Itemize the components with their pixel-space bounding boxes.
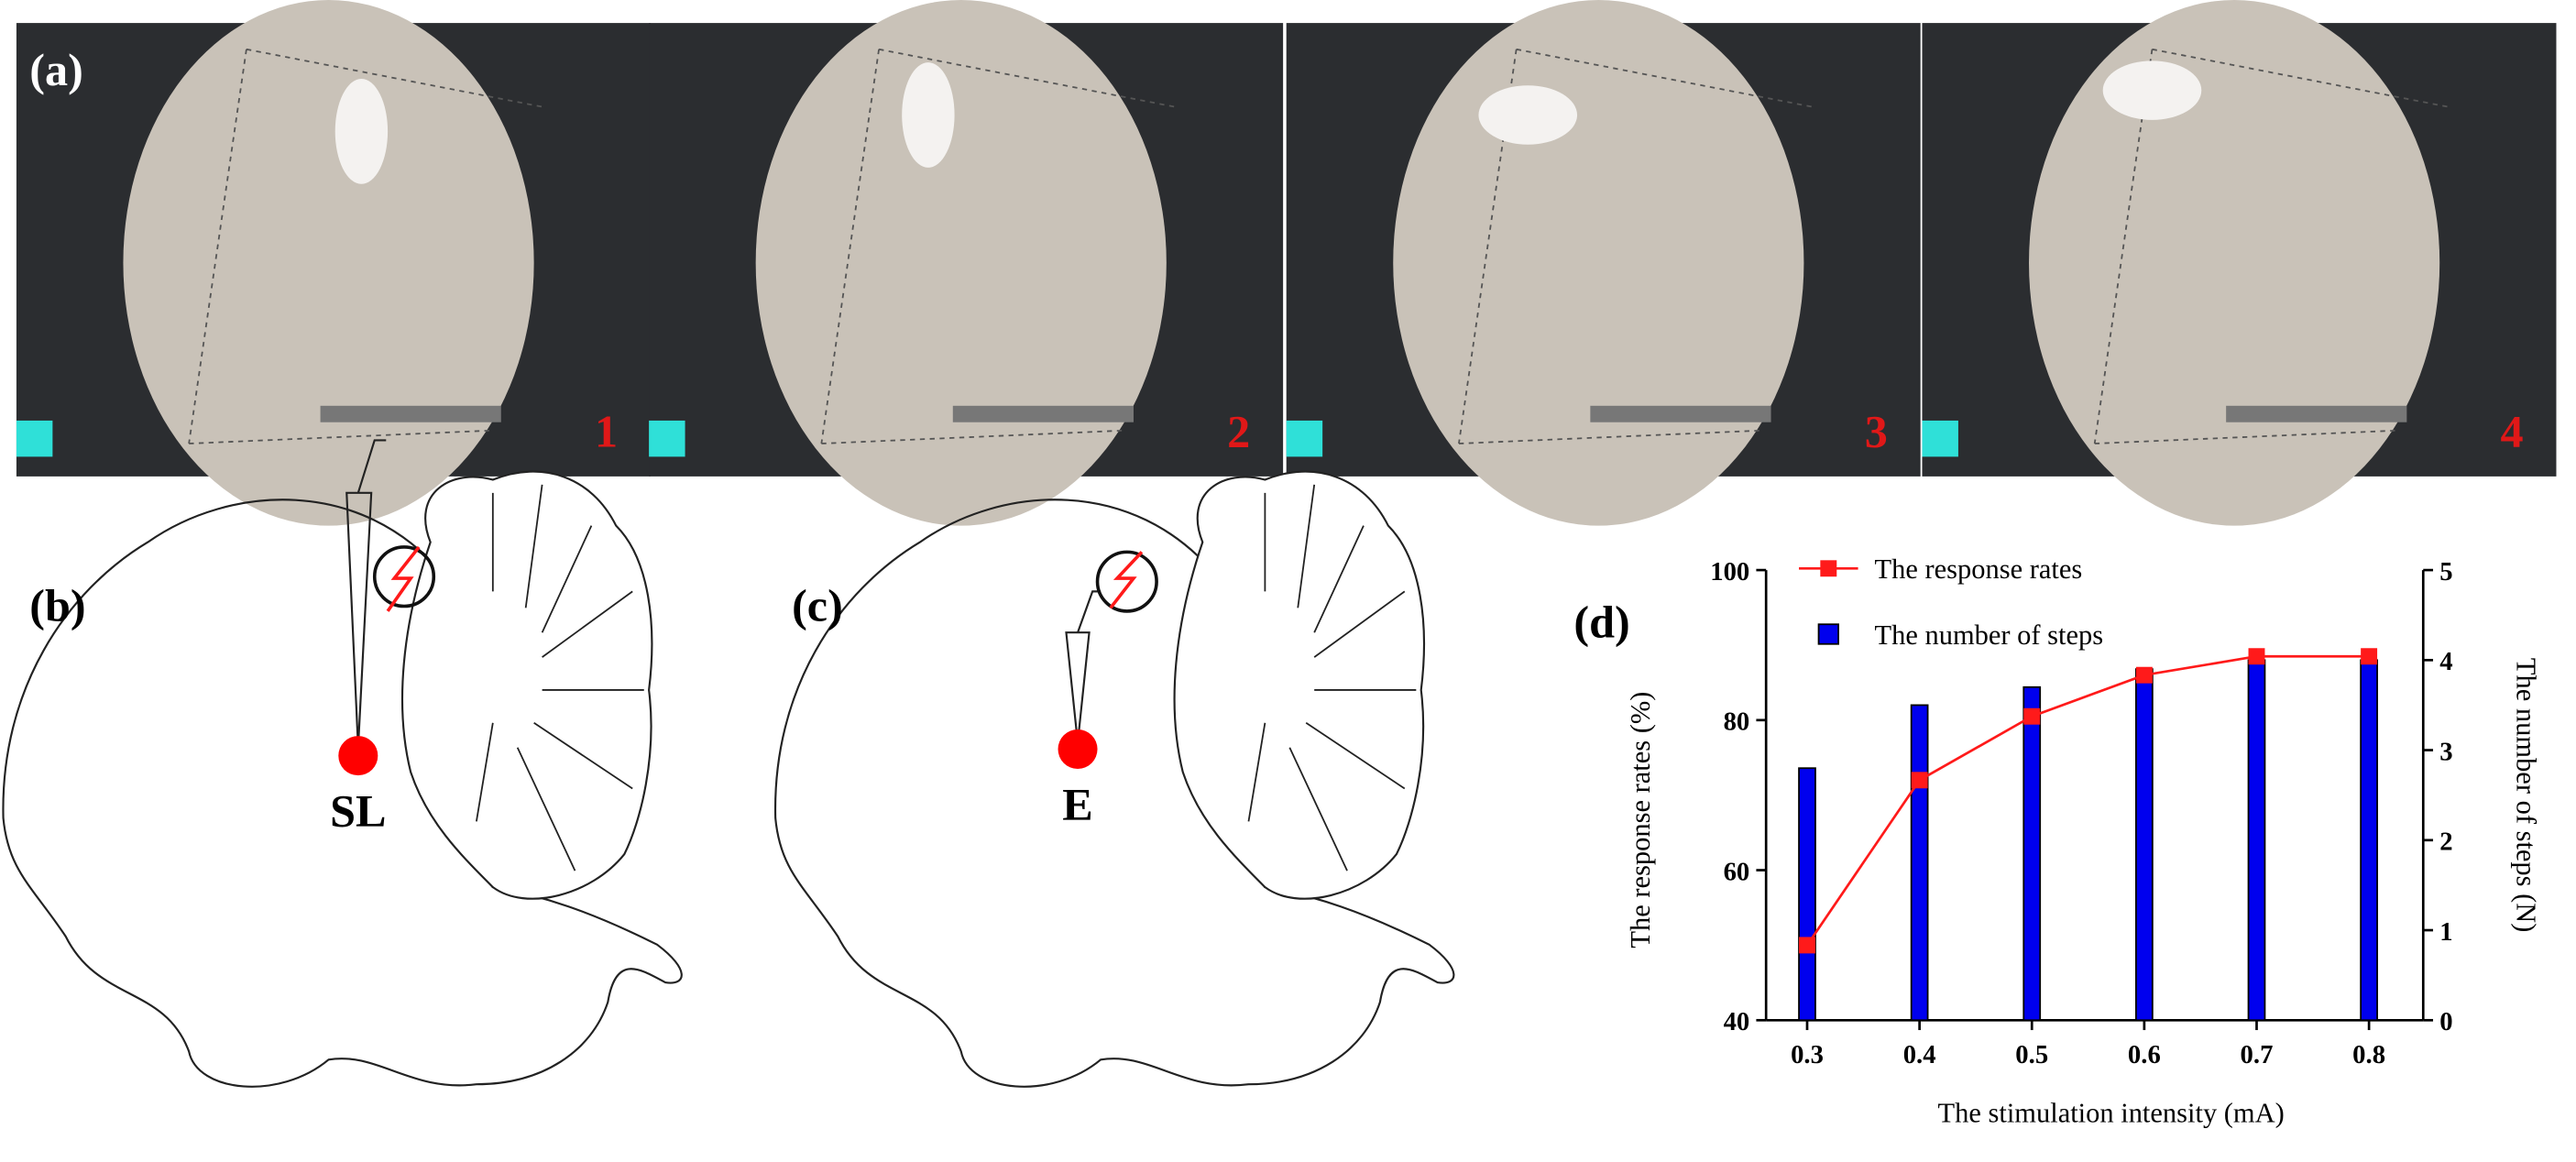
floor-line [188,48,543,444]
line [1805,654,2370,947]
floor-line [2093,48,2449,444]
y2-tick-label: 1 [2439,917,2452,947]
legend-label: The number of steps [1875,619,2104,651]
panel-label: (d) [1573,597,1629,648]
timestamp [320,405,501,422]
chart: 40 60 80 100 0 1 2 3 4 5 0.3 0.4 0.5 0.6 0.7 0.8 The sti… [1625,554,2542,1128]
x-tick-label: 0.4 [1903,1040,1936,1069]
legend-marker [1817,623,1839,645]
photo-number: 4 [2501,406,2524,457]
site-label: SL [330,785,386,837]
timestamp [2226,405,2407,422]
device [649,420,685,457]
pigeon [334,79,389,184]
panel-label: (b) [29,580,85,631]
bar [2022,685,2042,1022]
timestamp [952,405,1134,422]
diagram-c [773,470,1455,1088]
line-marker [2361,648,2378,665]
x-tick-label: 0.5 [2015,1040,2048,1069]
diagram-b [2,439,683,1088]
y-tick-label: 40 [1724,1007,1750,1036]
arena [123,0,534,526]
timestamp [1590,405,1771,422]
pigeon [1478,85,1578,145]
arena [755,0,1167,526]
pigeon [2102,60,2202,120]
device [1286,420,1323,457]
line-marker [2023,707,2041,725]
photo-number: 3 [1865,406,1888,457]
y2-tick-label: 5 [2439,557,2452,586]
legend-label: The response rates [1875,554,2083,585]
y-tick-label: 60 [1724,857,1750,886]
y2-axis-label: The number of steps (N) [2510,658,2541,933]
y-axis-label: The response rates (%) [1625,692,1656,948]
line-marker [2135,666,2153,684]
arena [1393,0,1804,526]
line-marker [1799,937,1815,954]
line-marker [1911,772,1928,789]
pigeon [902,62,955,168]
arena [2029,0,2440,526]
bar [1798,767,1816,1022]
device [1922,420,1958,457]
bar [2360,659,2378,1022]
y2-tick-label: 2 [2439,828,2452,857]
site-label: E [1062,779,1092,830]
floor-line [820,48,1175,444]
panel-label: (c) [792,580,843,631]
photo-strip: 1 2 3 4 [16,0,2557,526]
photo-number: 2 [1227,406,1250,457]
x-tick-label: 0.7 [2241,1040,2274,1069]
y-tick-label: 100 [1710,557,1749,586]
bar [2247,659,2266,1022]
floor-line [1458,48,1813,444]
x-tick-label: 0.8 [2352,1040,2385,1069]
panel-label: (a) [29,44,83,95]
photo-number: 1 [595,406,618,457]
bar [1910,704,1929,1022]
y-tick-label: 80 [1724,707,1750,737]
device [16,420,53,457]
x-tick-label: 0.3 [1791,1040,1824,1069]
y2-tick-label: 4 [2439,647,2452,676]
y2-tick-label: 3 [2439,737,2452,766]
x-axis-label: The stimulation intensity (mA) [1938,1097,2285,1128]
bar [2135,668,2154,1022]
legend-marker [1820,560,1837,577]
x-tick-label: 0.6 [2128,1040,2161,1069]
y2-tick-label: 0 [2439,1007,2452,1036]
line-marker [2248,648,2265,665]
